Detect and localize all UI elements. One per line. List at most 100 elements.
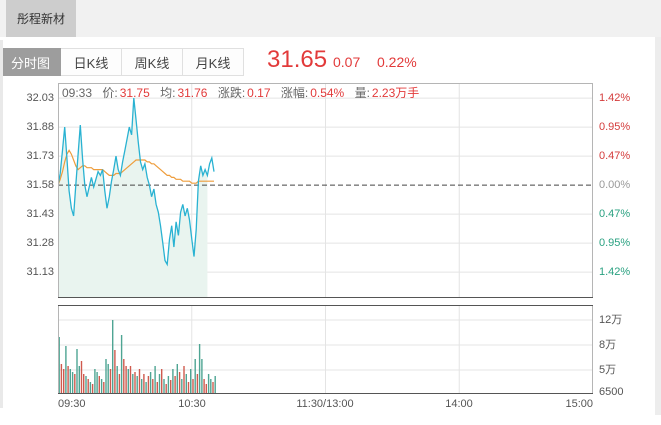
volume-bar [134,372,136,394]
volume-bar [152,379,154,394]
volume-bar [105,359,107,394]
average-price-line [58,149,214,186]
time-axis-label: 11:30/13:00 [296,398,354,410]
volume-bar [183,366,185,394]
price-axis-label: 31.73 [26,150,54,163]
volume-bar [141,379,143,394]
volume-bar [123,359,125,394]
volume-bar [98,376,100,394]
volume-bar [143,374,145,394]
info-pct-value: 0.54% [310,86,345,100]
price-chart-canvas[interactable] [58,83,593,298]
volume-bar [100,379,103,394]
price-axis-label: 32.03 [26,92,54,105]
volume-bar [125,366,127,394]
time-axis-label: 14:00 [445,398,473,410]
volume-bar [178,372,181,394]
info-avg-label: 均: [160,86,176,100]
tab-k2[interactable]: 周K线 [122,48,183,76]
volume-bar [118,374,121,394]
volume-bar [149,372,152,394]
price-line [58,98,215,267]
info-pct-label: 涨幅: [280,86,309,100]
time-axis-label: 15:00 [565,398,593,410]
percent-axis-label: 0.47% [599,208,631,221]
info-price-value: 31.75 [119,86,150,100]
info-volume-label: 量: [354,86,370,100]
volume-bar [190,369,192,394]
volume-bar [120,335,123,394]
info-change-label: 涨跌: [217,86,246,100]
time-axis-label: 10:30 [178,398,206,410]
volume-bar [163,379,165,394]
tab-k3[interactable]: 月K线 [183,48,244,76]
volume-axis-label: 12万 [599,314,623,326]
volume-bar [67,366,69,394]
volume-bar [114,350,116,394]
volume-bar [201,359,203,394]
info-change-value: 0.17 [247,86,271,100]
volume-bar [165,384,167,394]
stock-name-tab[interactable]: 彤程新材 [6,0,76,37]
volume-axis-label: 6500 [599,386,624,398]
volume-axis-label: 5万 [599,364,617,376]
percent-axis-label: 1.42% [599,266,631,279]
volume-bar [60,364,63,394]
volume-bar [85,376,87,394]
volume-chart-pane[interactable] [58,305,593,394]
quote-change: 0.07 [333,54,361,70]
volume-bar [170,380,172,394]
quote-change-percent: 0.22% [377,54,417,70]
volume-bar [91,384,94,394]
quote-last-price: 31.65 [267,46,328,73]
volume-bar [203,379,205,394]
volume-bar [87,379,89,394]
volume-bar [207,374,210,394]
volume-bar [58,337,60,394]
volume-bar [94,369,96,394]
volume-bar [63,369,65,394]
volume-bar [109,369,112,394]
price-chart-pane[interactable] [58,83,593,298]
volume-bar [138,369,141,394]
crosshair-info-bar: 09:33 价: 31.75 均: 31.76 涨跌: 0.17 涨幅: 0.54% 量… [62,84,421,101]
info-price-label: 价: [102,86,118,100]
volume-bar [158,374,161,394]
volume-bar [187,382,190,394]
info-time: 09:33 [62,86,93,100]
volume-bar [174,376,176,394]
percent-axis-label: 0.00% [599,179,631,192]
volume-bar [136,376,138,394]
volume-bar [132,374,134,394]
price-axis-label: 31.58 [26,179,54,192]
percent-axis-label: 1.42% [599,92,631,105]
tab-intraday[interactable]: 分时图 [0,48,61,76]
volume-bar [185,374,187,394]
volume-bar [181,379,183,394]
price-axis-label: 31.13 [26,266,54,279]
volume-bar [172,369,174,394]
volume-bar [76,349,78,394]
percent-axis-label: 0.95% [599,121,631,134]
period-tabs: 分时图 日K线 周K线 月K线 [0,48,244,76]
percent-axis-label: 0.47% [599,150,631,163]
right-scrollbar-strip[interactable] [655,37,661,415]
tab-k1[interactable]: 日K线 [61,48,122,76]
volume-bar [69,369,71,394]
volume-axis-label: 8万 [599,339,617,351]
info-avg-value: 31.76 [177,86,208,100]
price-axis-label: 31.43 [26,208,54,221]
volume-bar [116,366,118,394]
volume-bar [167,376,170,394]
volume-bar [89,382,92,394]
volume-bar [154,366,156,394]
volume-bar [78,366,80,394]
volume-bar [80,361,83,394]
volume-bar [83,374,85,394]
volume-bar [127,369,129,394]
volume-bar [145,382,147,394]
volume-chart-canvas[interactable] [58,305,593,394]
volume-bar [176,364,178,394]
volume-bar [112,320,114,394]
volume-bar [147,376,150,394]
